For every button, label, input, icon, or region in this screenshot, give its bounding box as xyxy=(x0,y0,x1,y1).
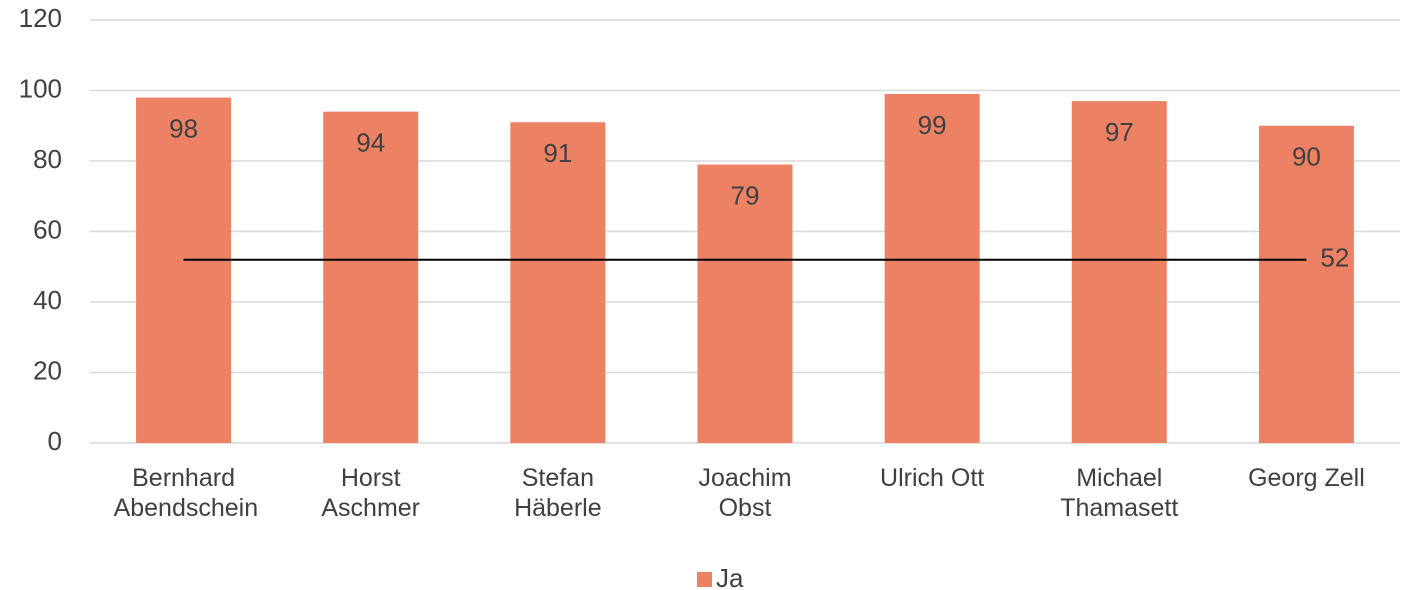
y-tick-label: 60 xyxy=(33,214,62,244)
x-tick-label: Stefan Häberle xyxy=(514,464,602,522)
bar xyxy=(323,111,419,444)
data-label: 97 xyxy=(1105,117,1134,147)
bar xyxy=(1258,125,1354,443)
x-tick-label: Bernhard Abendschein xyxy=(113,464,259,522)
y-tick-label: 100 xyxy=(19,73,62,103)
legend-swatch xyxy=(697,572,712,587)
x-tick-label: Ulrich Ott xyxy=(880,464,985,492)
y-tick-label: 120 xyxy=(19,3,62,33)
bar xyxy=(884,94,980,444)
data-label: 98 xyxy=(169,113,198,143)
bar xyxy=(697,164,793,443)
legend-label: Ja xyxy=(716,563,744,590)
data-label: 90 xyxy=(1292,142,1321,172)
y-tick-label: 40 xyxy=(33,285,62,315)
bar xyxy=(510,122,606,443)
y-tick-label: 20 xyxy=(33,355,62,385)
bar xyxy=(1071,101,1167,443)
x-tick-label: Horst Aschmer xyxy=(321,464,421,522)
data-label: 94 xyxy=(356,128,385,158)
x-tick-label: Michael Thamasett xyxy=(1060,464,1179,522)
data-label: 52 xyxy=(1320,243,1349,273)
y-tick-label: 0 xyxy=(48,426,62,456)
y-tick-label: 80 xyxy=(33,144,62,174)
x-tick-label: Joachim Obst xyxy=(698,464,792,522)
data-label: 79 xyxy=(731,180,760,210)
x-tick-label: Georg Zell xyxy=(1248,464,1365,492)
data-label: 99 xyxy=(918,110,947,140)
bar xyxy=(136,97,232,444)
data-label: 91 xyxy=(543,138,572,168)
